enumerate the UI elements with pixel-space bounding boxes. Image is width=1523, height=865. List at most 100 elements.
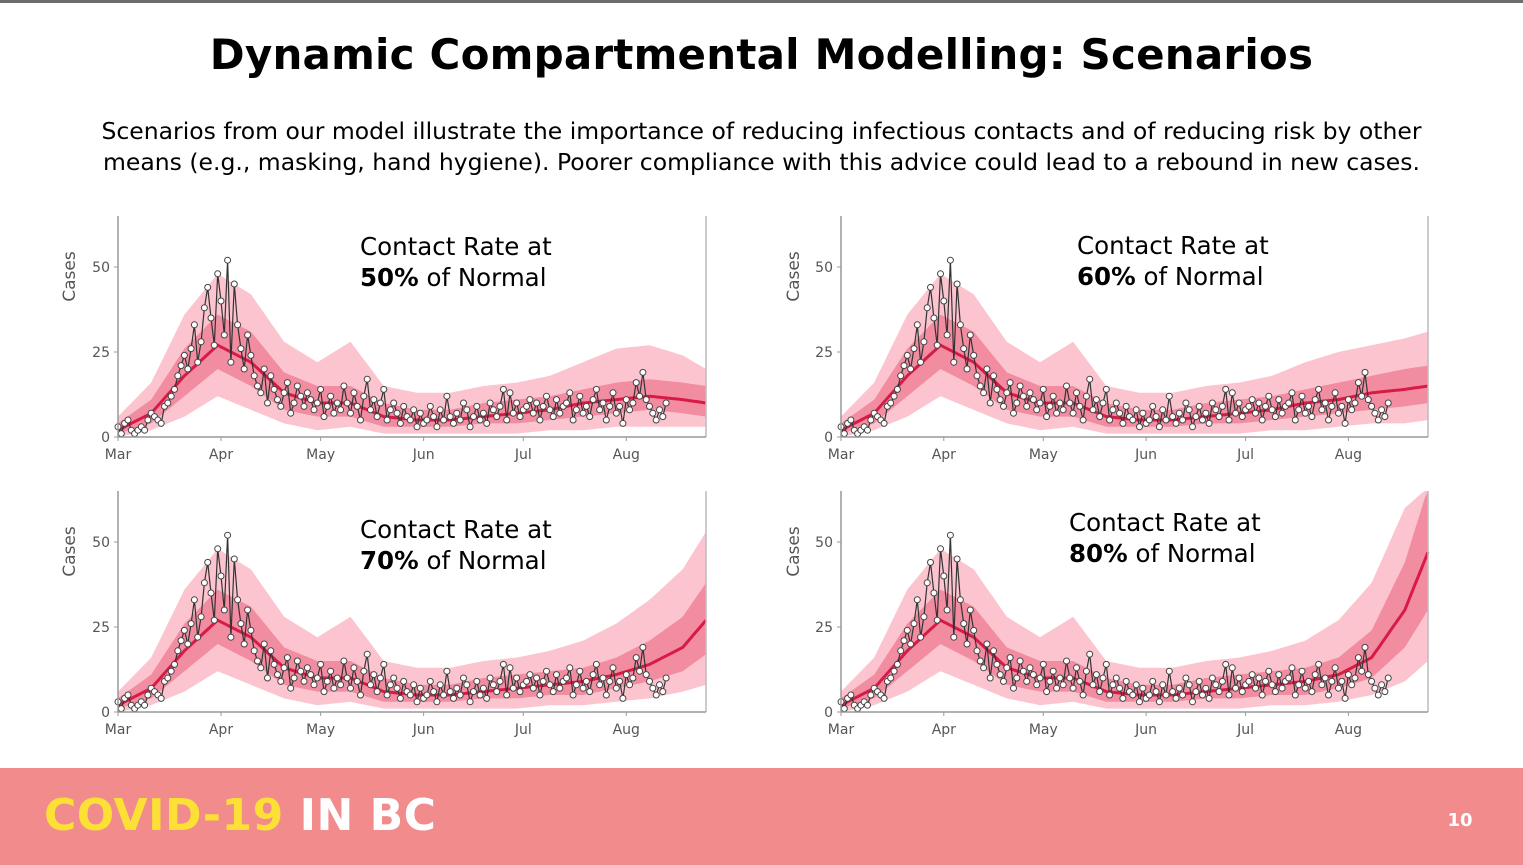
observed-point [1159, 681, 1167, 689]
observed-point [310, 406, 318, 414]
observed-point [546, 681, 554, 689]
observed-point [619, 419, 627, 427]
observed-point [549, 413, 557, 421]
observed-point [516, 413, 524, 421]
observed-point [194, 358, 202, 366]
observed-point [240, 640, 248, 648]
x-tick-label: Mar [105, 447, 132, 463]
observed-point [536, 416, 544, 424]
observed-point [1384, 674, 1392, 682]
observed-point [1053, 684, 1061, 692]
observed-point [907, 365, 915, 373]
observed-point [966, 606, 974, 614]
observed-point [1059, 406, 1067, 414]
observed-point [1225, 691, 1233, 699]
observed-point [930, 589, 938, 597]
covid-in-bc-logo: COVID-19 IN BC [44, 790, 436, 841]
observed-point [1232, 409, 1240, 417]
observed-point [970, 626, 978, 634]
observed-point [164, 674, 172, 682]
caption-prefix: Contact Rate at [1069, 508, 1261, 537]
observed-point [940, 572, 948, 580]
observed-point [1106, 416, 1114, 424]
observed-point [1288, 664, 1296, 672]
observed-point [167, 667, 175, 675]
observed-point [1086, 650, 1094, 658]
observed-point [917, 358, 925, 366]
observed-point [426, 677, 434, 685]
observed-point [307, 396, 315, 404]
observed-point [210, 616, 218, 624]
x-tick-label: May [1029, 722, 1058, 738]
observed-point [946, 256, 954, 264]
observed-point [1202, 409, 1210, 417]
observed-point [612, 684, 620, 692]
observed-point [1335, 409, 1342, 417]
observed-point [204, 283, 212, 291]
observed-point [589, 671, 597, 679]
observed-point [616, 402, 624, 410]
observed-point [200, 304, 208, 312]
page-number: 10 [1447, 810, 1473, 831]
observed-point [864, 701, 871, 709]
subtitle-line-1: Scenarios from our model illustrate the … [101, 117, 1422, 145]
observed-point [486, 674, 494, 682]
observed-point [1013, 399, 1021, 407]
observed-point [1222, 660, 1230, 668]
observed-point [310, 681, 318, 689]
observed-point [1092, 396, 1100, 404]
observed-point [287, 409, 295, 417]
observed-point [244, 331, 252, 339]
observed-point [553, 671, 560, 679]
observed-point [393, 684, 401, 692]
observed-point [529, 684, 537, 692]
observed-point [340, 382, 348, 390]
observed-point [887, 674, 895, 682]
observed-point [1381, 688, 1389, 696]
observed-point [913, 596, 921, 604]
observed-point [1122, 677, 1130, 685]
observed-point [662, 674, 670, 682]
observed-point [1262, 402, 1269, 410]
observed-point [1311, 396, 1319, 404]
observed-point [274, 396, 281, 404]
observed-point [990, 372, 998, 380]
observed-point [1043, 688, 1051, 696]
observed-point [270, 660, 278, 668]
subtitle-line-2: means (e.g., masking, hand hygiene). Poo… [103, 148, 1420, 176]
observed-point [1139, 684, 1147, 692]
observed-point [164, 399, 172, 407]
caption-prefix: Contact Rate at [360, 515, 552, 544]
x-tick-label: Mar [828, 722, 855, 738]
observed-point [1036, 399, 1044, 407]
observed-point [1152, 413, 1160, 421]
observed-point [553, 396, 560, 404]
observed-point [443, 392, 451, 400]
observed-point [950, 633, 958, 641]
observed-point [847, 691, 855, 699]
observed-point [124, 691, 132, 699]
observed-point [1354, 379, 1362, 387]
observed-point [1212, 681, 1220, 689]
observed-point [340, 657, 348, 665]
observed-point [1179, 416, 1187, 424]
observed-point [1016, 657, 1024, 665]
observed-point [586, 688, 594, 696]
observed-point [207, 314, 215, 322]
observed-point [1185, 681, 1193, 689]
caption-pct: 80% [1069, 539, 1128, 568]
observed-point [1013, 674, 1021, 682]
observed-point [1039, 660, 1047, 668]
observed-point [990, 647, 998, 655]
observed-point [1275, 396, 1283, 404]
observed-point [327, 667, 335, 675]
observed-point [930, 314, 938, 322]
observed-point [576, 392, 584, 400]
observed-point [350, 389, 358, 397]
observed-point [980, 389, 988, 397]
observed-point [416, 409, 424, 417]
observed-point [1285, 399, 1293, 407]
caption-value: 80% of Normal [1069, 538, 1261, 569]
observed-point [1321, 399, 1329, 407]
